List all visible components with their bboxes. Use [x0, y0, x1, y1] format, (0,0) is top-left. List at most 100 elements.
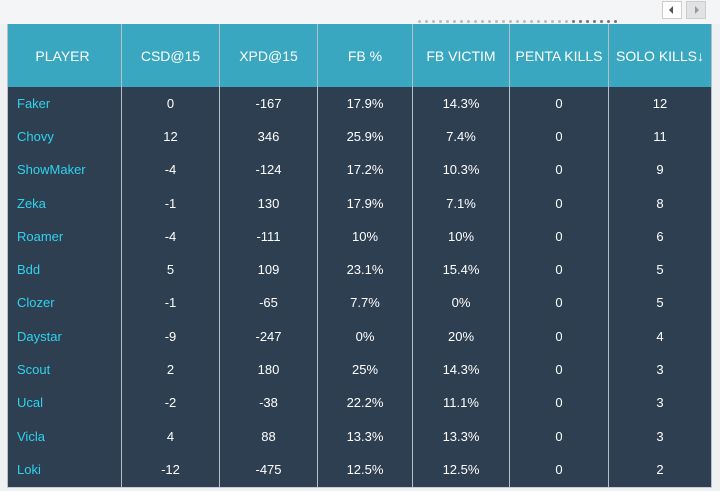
column-header[interactable]: FB VICTIM — [413, 24, 510, 87]
stat-cell: -12 — [122, 453, 220, 487]
player-link[interactable]: Roamer — [7, 220, 122, 254]
table-row: Ucal -2 -38 22.2% 11.1% 0 3 — [7, 386, 712, 420]
column-header[interactable]: PLAYER — [7, 24, 122, 87]
stat-cell: 12.5% — [413, 453, 510, 487]
table-row: ShowMaker -4 -124 17.2% 10.3% 0 9 — [7, 153, 712, 187]
arrow-left — [669, 6, 673, 14]
player-link[interactable]: Scout — [7, 353, 122, 387]
player-link[interactable]: Daystar — [7, 320, 122, 354]
stat-cell: 14.3% — [413, 353, 510, 387]
stat-cell: 13.3% — [413, 419, 510, 454]
column-header[interactable]: FB % — [318, 24, 413, 87]
stat-cell: 3 — [609, 386, 712, 420]
stat-cell: 0% — [318, 320, 413, 354]
stat-cell: 2 — [609, 453, 712, 487]
stat-cell: 7.1% — [413, 186, 510, 221]
stat-cell: 12 — [609, 87, 712, 121]
header-row: PLAYER CSD@15 XPD@15 FB % FB VICTIM PENTA KIL… — [7, 24, 712, 87]
stat-cell: -247 — [220, 320, 318, 354]
stat-cell: 23.1% — [318, 253, 413, 287]
stat-cell: 0 — [510, 186, 609, 221]
stat-cell: 20% — [413, 320, 510, 354]
column-header[interactable]: XPD@15 — [220, 24, 318, 87]
stat-cell: 12 — [122, 120, 220, 154]
stat-cell: -1 — [122, 186, 220, 221]
stat-cell: -65 — [220, 286, 318, 321]
player-link[interactable]: Clozer — [7, 286, 122, 321]
stat-cell: 4 — [122, 419, 220, 454]
stat-cell: 0 — [510, 120, 609, 154]
stat-cell: -124 — [220, 153, 318, 187]
stat-cell: 3 — [609, 353, 712, 387]
stat-cell: -1 — [122, 286, 220, 321]
stat-cell: 25.9% — [318, 120, 413, 154]
stat-cell: 7.7% — [318, 286, 413, 321]
stat-cell: 15.4% — [413, 253, 510, 287]
stat-cell: 0 — [510, 419, 609, 454]
stat-cell: -167 — [220, 87, 318, 121]
stat-cell: 12.5% — [318, 453, 413, 487]
stat-cell: 17.2% — [318, 153, 413, 187]
stat-cell: 10% — [413, 220, 510, 254]
table-row: Loki -12 -475 12.5% 12.5% 0 2 — [7, 453, 712, 487]
player-link[interactable]: Chovy — [7, 120, 122, 154]
stat-cell: 9 — [609, 153, 712, 187]
stat-cell: 11 — [609, 120, 712, 154]
stat-cell: 0 — [510, 453, 609, 487]
stat-cell: 0 — [122, 87, 220, 121]
stat-cell: -9 — [122, 320, 220, 354]
stat-cell: 0 — [510, 87, 609, 121]
stat-cell: 0% — [413, 286, 510, 321]
table-row: Vicla 4 88 13.3% 13.3% 0 3 — [7, 419, 712, 454]
stat-cell: 0 — [510, 253, 609, 287]
stat-cell: 8 — [609, 186, 712, 221]
table-row: Daystar -9 -247 0% 20% 0 4 — [7, 320, 712, 354]
table-row: Zeka -1 130 17.9% 7.1% 0 8 — [7, 186, 712, 221]
table-row: Scout 2 180 25% 14.3% 0 3 — [7, 353, 712, 387]
stat-cell: -2 — [122, 386, 220, 420]
table-row: Faker 0 -167 17.9% 14.3% 0 12 — [7, 87, 712, 121]
stat-cell: -475 — [220, 453, 318, 487]
stat-cell: 17.9% — [318, 186, 413, 221]
stat-cell: 130 — [220, 186, 318, 221]
scroll-right[interactable] — [686, 1, 706, 19]
stat-cell: 14.3% — [413, 87, 510, 121]
stat-cell: 11.1% — [413, 386, 510, 420]
scroll-left[interactable] — [662, 1, 682, 19]
scroll-dots — [418, 10, 621, 28]
stat-cell: 7.4% — [413, 120, 510, 154]
stat-cell: 6 — [609, 220, 712, 254]
pager-bar — [0, 0, 720, 24]
stat-cell: 17.9% — [318, 87, 413, 121]
stat-cell: 2 — [122, 353, 220, 387]
player-link[interactable]: Zeka — [7, 186, 122, 221]
player-link[interactable]: Vicla — [7, 419, 122, 454]
stat-cell: 0 — [510, 153, 609, 187]
stat-cell: 25% — [318, 353, 413, 387]
stat-cell: 3 — [609, 419, 712, 454]
table-row: Chovy 12 346 25.9% 7.4% 0 11 — [7, 120, 712, 154]
column-header[interactable]: PENTA KILLS — [510, 24, 609, 87]
stat-cell: 0 — [510, 320, 609, 354]
stat-cell: 22.2% — [318, 386, 413, 420]
stat-cell: 109 — [220, 253, 318, 287]
table-row: Roamer -4 -111 10% 10% 0 6 — [7, 220, 712, 254]
player-link[interactable]: Ucal — [7, 386, 122, 420]
table-row: Clozer -1 -65 7.7% 0% 0 5 — [7, 286, 712, 321]
stat-cell: -38 — [220, 386, 318, 420]
stat-cell: 13.3% — [318, 419, 413, 454]
stat-cell: -4 — [122, 220, 220, 254]
stat-cell: 5 — [609, 253, 712, 287]
player-link[interactable]: Loki — [7, 453, 122, 487]
stat-cell: -4 — [122, 153, 220, 187]
stat-cell: 5 — [609, 286, 712, 321]
stat-cell: -111 — [220, 220, 318, 254]
player-link[interactable]: Bdd — [7, 253, 122, 287]
player-link[interactable]: ShowMaker — [7, 153, 122, 187]
player-link[interactable]: Faker — [7, 87, 122, 121]
stat-cell: 180 — [220, 353, 318, 387]
table-row: Bdd 5 109 23.1% 15.4% 0 5 — [7, 253, 712, 287]
column-header[interactable]: SOLO KILLS↓ — [609, 24, 712, 87]
stats-table: PLAYER CSD@15 XPD@15 FB % FB VICTIM PENTA KIL… — [7, 24, 712, 488]
column-header[interactable]: CSD@15 — [122, 24, 220, 87]
